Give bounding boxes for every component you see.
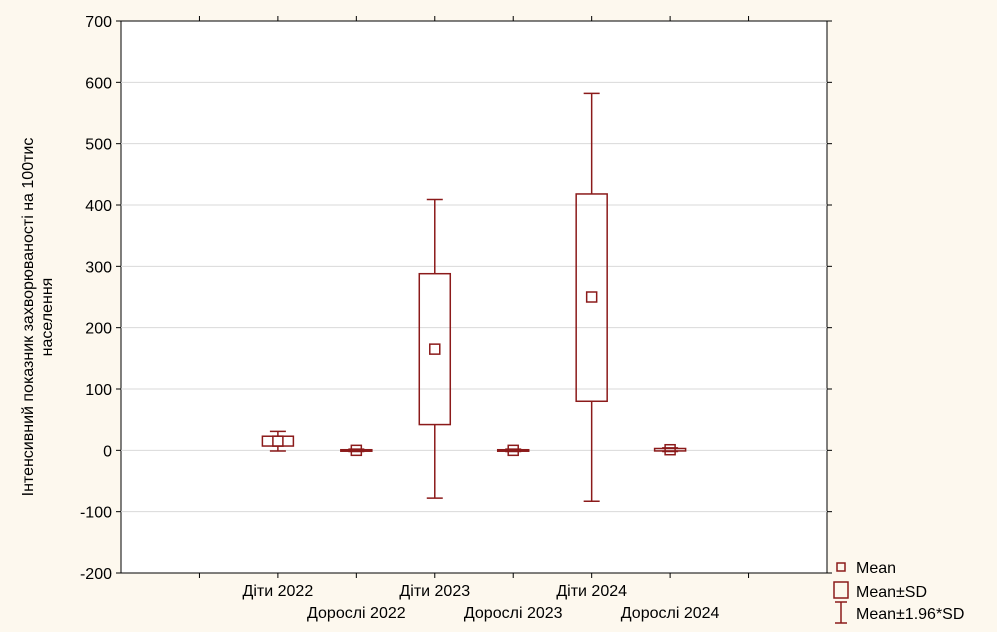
legend-label-mean: Mean — [856, 560, 896, 577]
y-tick-label: 0 — [103, 443, 112, 460]
y-tick-label: 100 — [85, 382, 112, 399]
y-axis-title-line-1: Інтенсивний показник захворюваності на 1… — [20, 138, 37, 497]
y-axis-ticks: -200 -100 0 100 200 300 400 500 600 700 — [80, 14, 832, 583]
legend-mean-marker — [836, 562, 846, 572]
legend-whisker-marker — [835, 601, 847, 624]
y-tick-label: -200 — [80, 566, 112, 583]
box-item — [418, 198, 452, 499]
legend: Mean Mean±SD Mean±1.96*SD — [833, 560, 964, 624]
y-tick-label: 400 — [85, 198, 112, 215]
x-category-label: Діти 2023 — [399, 583, 470, 600]
box-item — [653, 443, 687, 456]
mean-marker — [350, 444, 363, 457]
box-item — [575, 92, 608, 502]
mean-marker — [507, 444, 519, 457]
y-tick-label: 500 — [85, 137, 112, 154]
plot-frame — [120, 20, 828, 574]
mean-marker — [585, 291, 598, 303]
box-item — [340, 444, 373, 457]
legend-label-mean-sd: Mean±SD — [856, 584, 927, 601]
sd-box — [496, 448, 530, 452]
y-tick-label: 700 — [85, 14, 112, 31]
mean-marker — [429, 343, 441, 355]
grid-lines — [121, 81, 827, 513]
y-axis-title-line-2: населення — [39, 278, 56, 357]
x-category-label: Діти 2024 — [556, 583, 627, 600]
mean-marker — [272, 435, 284, 447]
legend-label-mean-196sd: Mean±1.96*SD — [856, 606, 964, 623]
box-item — [496, 444, 530, 457]
legend-box-marker — [833, 581, 849, 599]
sd-box — [418, 272, 452, 426]
sd-box — [575, 193, 608, 403]
y-tick-label: 200 — [85, 321, 112, 338]
x-category-label: Дорослі 2023 — [464, 605, 563, 622]
x-category-label: Діти 2022 — [243, 583, 314, 600]
plot-area — [120, 20, 828, 574]
mean-marker — [664, 443, 676, 456]
sd-box — [340, 448, 373, 452]
y-tick-label: 300 — [85, 259, 112, 276]
y-tick-label: 600 — [85, 75, 112, 92]
box-series — [261, 92, 687, 502]
x-category-label: Дорослі 2022 — [307, 605, 406, 622]
x-axis-ticks: Діти 2022 Дорослі 2022 Діти 2023 Дорослі 20… — [198, 16, 750, 622]
box-item — [261, 430, 295, 452]
x-category-label: Дорослі 2024 — [621, 605, 720, 622]
y-tick-label: -100 — [80, 505, 112, 522]
sd-box — [653, 447, 687, 452]
